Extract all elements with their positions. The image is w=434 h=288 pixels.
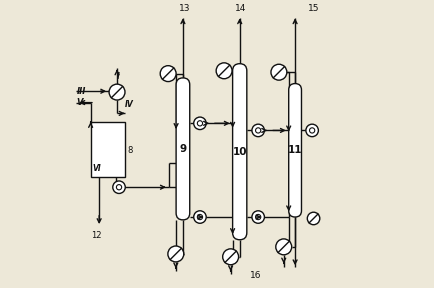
Circle shape [197,121,203,126]
Text: 13: 13 [179,3,190,13]
Text: VI: VI [92,164,101,173]
Circle shape [223,249,239,265]
Circle shape [194,211,206,223]
Circle shape [113,181,125,194]
Text: 11: 11 [288,145,302,155]
Circle shape [256,214,261,220]
Circle shape [271,64,287,80]
Circle shape [252,124,264,137]
Circle shape [197,214,203,220]
Text: 14: 14 [236,3,247,13]
Circle shape [309,128,315,133]
FancyBboxPatch shape [176,78,190,220]
Text: 16: 16 [250,271,261,280]
Circle shape [252,211,264,223]
Text: III: III [76,87,86,96]
Circle shape [116,185,122,190]
Text: 9: 9 [179,144,187,154]
Text: 15: 15 [308,3,319,13]
Circle shape [160,66,176,82]
Text: 8: 8 [128,146,133,155]
Circle shape [256,128,261,133]
FancyBboxPatch shape [289,84,302,217]
Text: V: V [76,98,83,107]
Circle shape [216,63,232,79]
Text: 12: 12 [91,231,102,240]
Text: I: I [117,72,120,81]
Circle shape [307,212,320,225]
Circle shape [168,246,184,262]
FancyBboxPatch shape [233,64,247,240]
Circle shape [276,239,292,255]
Bar [91,122,125,177]
Text: 10: 10 [233,147,247,157]
Circle shape [109,84,125,100]
Text: IV: IV [125,100,134,109]
Circle shape [306,124,319,137]
Circle shape [194,117,206,130]
